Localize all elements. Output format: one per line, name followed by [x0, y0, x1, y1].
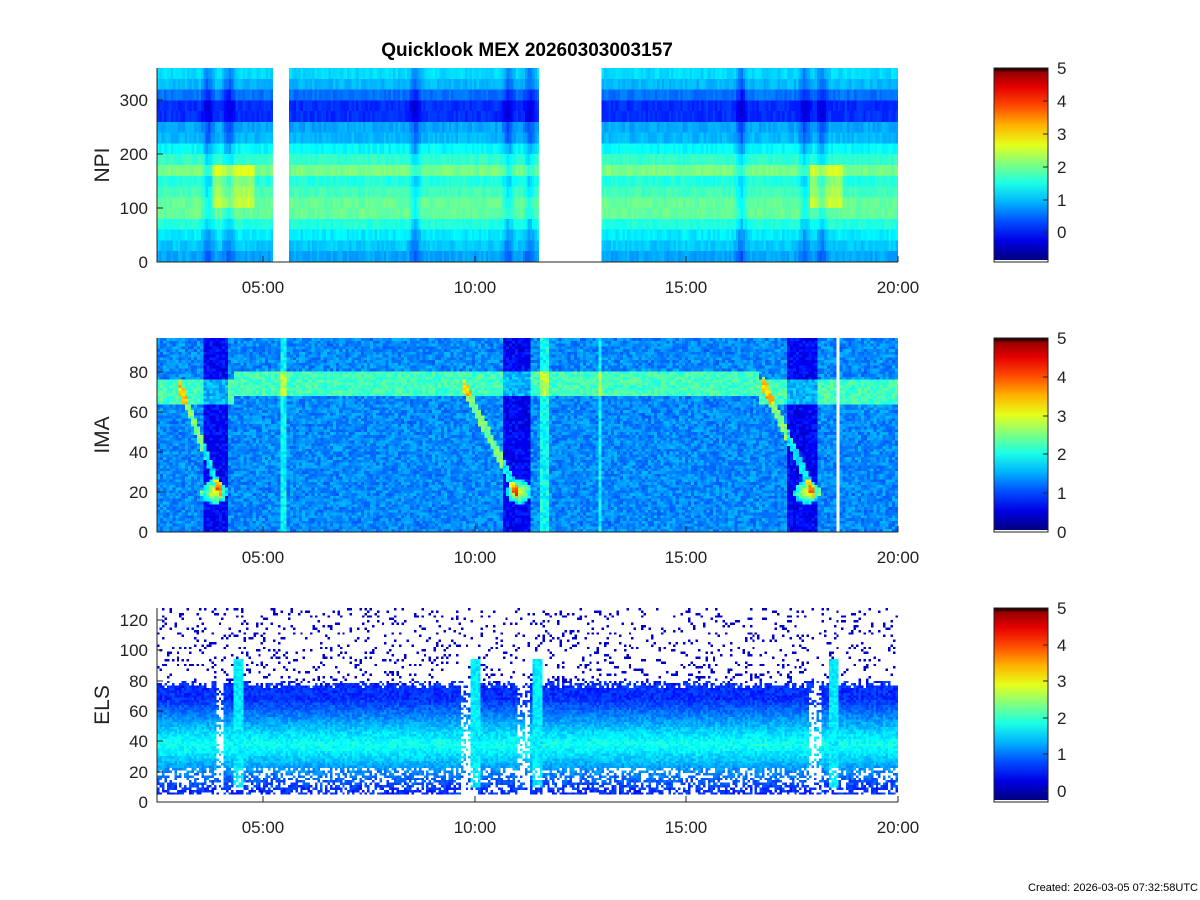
npi-ytick-label: 300 — [120, 91, 148, 110]
npi-colorbar-cap — [994, 68, 1048, 72]
ima-colorbar-frame — [993, 337, 1049, 533]
els-spectrogram — [157, 608, 898, 802]
els-colorbar-label: 1 — [1057, 745, 1066, 764]
els-colorbar-label: 5 — [1057, 599, 1066, 618]
els-xtick-label: 10:00 — [454, 818, 497, 837]
els-ytick-label: 80 — [129, 672, 148, 691]
npi-colorbar-label: 1 — [1057, 191, 1066, 210]
els-xtick-label: 20:00 — [877, 818, 920, 837]
ima-colorbar-label: 1 — [1057, 484, 1066, 503]
ima-ytick-label: 60 — [129, 403, 148, 422]
ima-colorbar-label: 4 — [1057, 368, 1066, 387]
ima-xtick-label: 05:00 — [242, 548, 285, 567]
npi-colorbar-frame — [993, 67, 1049, 263]
npi-colorbar — [994, 68, 1048, 260]
npi-xtick-label: 20:00 — [877, 278, 920, 297]
npi-ytick-label: 100 — [120, 199, 148, 218]
npi-colorbar-label: 3 — [1057, 125, 1066, 144]
npi-colorbar-label: 4 — [1057, 92, 1066, 111]
els-xtick-label: 05:00 — [242, 818, 285, 837]
ima-ylabel: IMA — [91, 416, 114, 453]
ima-ytick-label: 80 — [129, 363, 148, 382]
npi-xtick-label: 05:00 — [242, 278, 285, 297]
els-panel: 0 20 40 60 80 100 120 05:00 10:00 15:00 20:00 ELS 0 1… — [91, 599, 1066, 837]
npi-panel: 0 100 200 300 05:00 10:00 15:00 20:00 NPI 0 1 2 3 4 5 — [91, 59, 1066, 297]
ima-xtick-label: 20:00 — [877, 548, 920, 567]
ima-colorbar-label: 0 — [1057, 523, 1066, 542]
ima-ytick-label: 20 — [129, 483, 148, 502]
els-ytick-label: 0 — [139, 793, 148, 812]
els-colorbar-cap — [994, 608, 1048, 612]
npi-ylabel: NPI — [91, 147, 114, 182]
els-ylabel: ELS — [91, 685, 114, 725]
els-xtick-label: 15:00 — [665, 818, 708, 837]
els-ytick-label: 120 — [120, 611, 148, 630]
els-ytick-label: 40 — [129, 732, 148, 751]
npi-ytick-label: 0 — [139, 253, 148, 272]
ima-colorbar-label: 5 — [1057, 329, 1066, 348]
npi-colorbar-label: 5 — [1057, 59, 1066, 78]
els-colorbar — [994, 608, 1048, 800]
ima-colorbar-cap — [994, 338, 1048, 342]
npi-colorbar-label: 0 — [1057, 223, 1066, 242]
ima-xtick-label: 15:00 — [665, 548, 708, 567]
ima-colorbar-label: 2 — [1057, 445, 1066, 464]
ima-panel: 0 20 40 60 80 05:00 10:00 15:00 20:00 IMA 0 1 2 3 4 5 — [91, 329, 1066, 567]
npi-spectrogram — [157, 68, 898, 262]
ima-xtick-label: 10:00 — [454, 548, 497, 567]
els-colorbar-label: 2 — [1057, 709, 1066, 728]
els-colorbar-frame — [993, 607, 1049, 803]
ima-spectrogram — [157, 338, 898, 532]
created-timestamp: Created: 2026-03-05 07:32:58UTC — [1028, 882, 1198, 894]
ima-ytick-label: 40 — [129, 443, 148, 462]
npi-xtick-label: 10:00 — [454, 278, 497, 297]
ima-colorbar — [994, 338, 1048, 530]
npi-colorbar-label: 2 — [1057, 158, 1066, 177]
figure-title: Quicklook MEX 20260303003157 — [381, 40, 673, 61]
npi-ytick-label: 200 — [120, 145, 148, 164]
ima-colorbar-label: 3 — [1057, 407, 1066, 426]
els-colorbar-label: 4 — [1057, 636, 1066, 655]
els-ytick-label: 20 — [129, 763, 148, 782]
els-colorbar-label: 0 — [1057, 782, 1066, 801]
ima-ytick-label: 0 — [139, 523, 148, 542]
els-ytick-label: 100 — [120, 641, 148, 660]
els-ytick-label: 60 — [129, 702, 148, 721]
els-colorbar-label: 3 — [1057, 672, 1066, 691]
npi-xtick-label: 15:00 — [665, 278, 708, 297]
